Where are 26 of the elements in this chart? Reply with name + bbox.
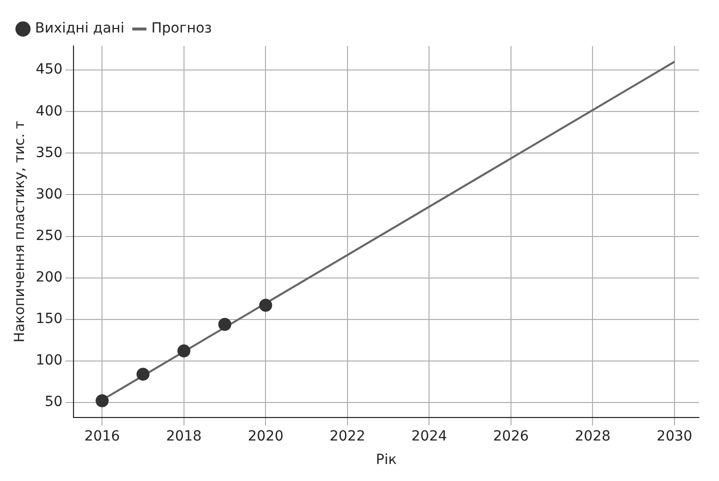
y-tick-label: 200 (36, 269, 63, 286)
y-tick-label: 100 (36, 352, 63, 369)
x-tick-label: 2018 (166, 428, 202, 444)
legend-label: Прогноз (151, 20, 212, 37)
point (177, 344, 190, 358)
point (136, 368, 150, 381)
x-tick-label: 2024 (411, 428, 448, 444)
x-axis-title: Рік (376, 452, 397, 468)
y-tick-label: 400 (36, 103, 63, 120)
y-axis-title: Накопичення пластику, тис. т (12, 120, 28, 343)
x-tick-label: 2028 (574, 428, 611, 444)
point (218, 318, 232, 331)
y-tick-label: 300 (36, 186, 63, 202)
point (96, 394, 109, 408)
y-tick-label: 150 (36, 311, 63, 327)
x-tick-label: 2026 (493, 428, 529, 444)
x-tick-label: 2030 (656, 428, 692, 444)
point (259, 298, 272, 312)
x-tick-label: 2016 (84, 428, 120, 444)
legend-label: Вихідні дані (35, 20, 124, 37)
y-tick-label: 50 (44, 394, 63, 410)
y-tick-label: 350 (36, 144, 63, 161)
x-tick-label: 2022 (330, 428, 366, 444)
y-tick-label: 450 (36, 62, 63, 78)
y-tick-label: 250 (36, 228, 63, 244)
x-tick-label: 2020 (248, 428, 284, 444)
